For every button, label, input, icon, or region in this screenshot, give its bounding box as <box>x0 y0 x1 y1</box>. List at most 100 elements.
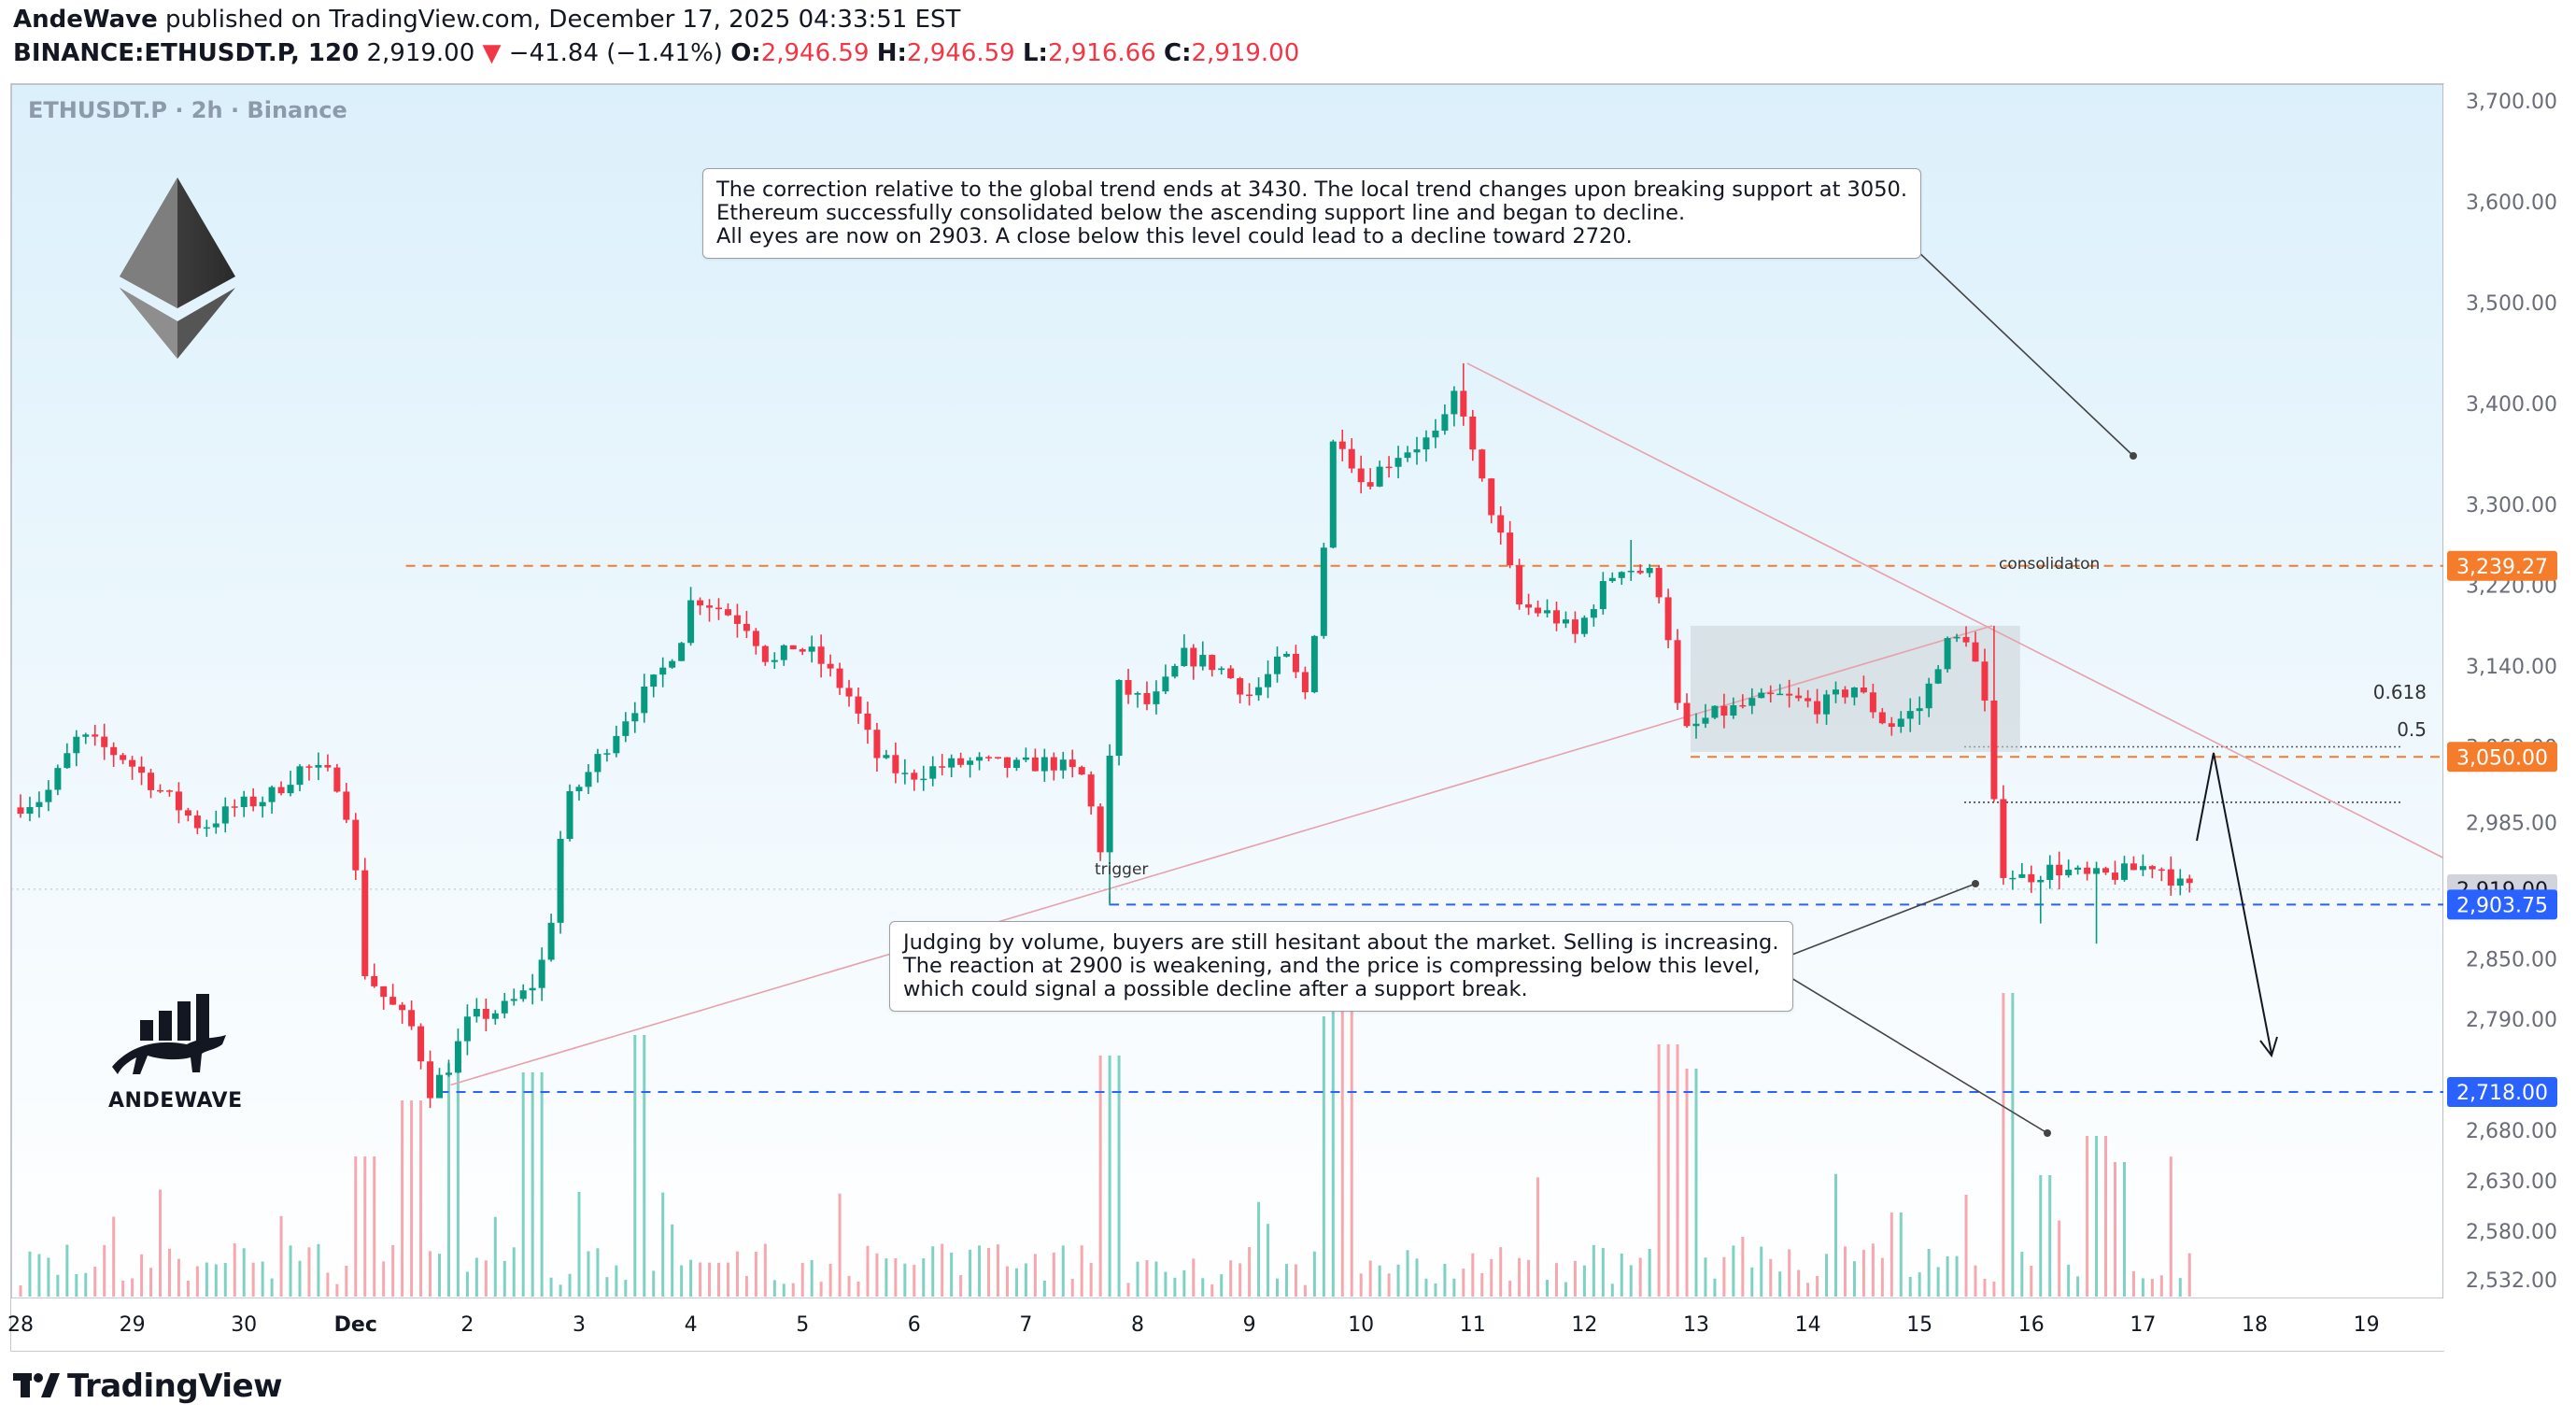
volume-bar <box>1312 1251 1316 1297</box>
symbol-info-bar: BINANCE:ETHUSDT.P, 120 2,919.00 ▼ −41.84… <box>13 39 1299 67</box>
symbol-name[interactable]: BINANCE:ETHUSDT.P, 120 <box>13 39 360 67</box>
volume-bar <box>47 1257 50 1297</box>
volume-bar <box>931 1246 935 1297</box>
candle-body <box>64 753 71 769</box>
candle-body <box>1599 581 1606 610</box>
volume-bar <box>317 1243 320 1297</box>
price-tick-label: 2,532.00 <box>2466 1269 2557 1293</box>
volume-bar <box>856 1281 860 1297</box>
volume-bar <box>838 1193 842 1297</box>
volume-bar <box>1220 1274 1224 1297</box>
volume-bar <box>1331 970 1335 1297</box>
volume-bar <box>1173 1277 1177 1297</box>
price-tick-label: 3,500.00 <box>2466 292 2557 316</box>
candle-body <box>1348 448 1355 469</box>
candle-body <box>1972 642 1979 662</box>
volume-bar <box>2187 1253 2191 1297</box>
candle-body <box>566 791 573 840</box>
volume-bar <box>2011 993 2015 1297</box>
candle-body <box>799 649 806 652</box>
volume-bar <box>1992 1281 1996 1297</box>
candle-body <box>1301 672 1309 693</box>
volume-bar <box>484 1260 488 1297</box>
volume-bar <box>446 1063 450 1297</box>
candle-body <box>408 1010 416 1027</box>
candle-body <box>35 801 43 807</box>
author-name[interactable]: AndeWave <box>13 6 158 34</box>
volume-bar <box>1908 1276 1912 1297</box>
candle-body <box>1916 708 1923 712</box>
volume-bar <box>2030 1265 2033 1297</box>
candle-body <box>380 986 388 998</box>
time-tick-label: 16 <box>2018 1313 2045 1337</box>
volume-bar <box>708 1262 712 1297</box>
volume-bar <box>1210 1283 1214 1297</box>
candle-body <box>1218 668 1225 671</box>
volume-bar <box>233 1243 236 1297</box>
candle-body <box>1711 705 1719 718</box>
time-tick-label: 2 <box>460 1313 474 1337</box>
candle-body <box>706 605 714 608</box>
trigger-label: trigger <box>1095 860 1148 879</box>
volume-bar <box>1760 1246 1763 1297</box>
candles-layer <box>17 362 2193 1109</box>
volume-bar <box>56 1274 60 1297</box>
volume-bar <box>531 1072 534 1297</box>
volume-bar <box>149 1268 153 1297</box>
candle-body <box>1134 692 1141 695</box>
candle-body <box>1282 653 1290 657</box>
volume-bar <box>1852 1261 1856 1297</box>
volume-bar <box>1108 1056 1111 1297</box>
volume-bar <box>279 1215 283 1297</box>
volume-bar <box>131 1278 134 1297</box>
projection-arrowhead-icon <box>2259 1036 2278 1058</box>
candle-body <box>1553 610 1560 624</box>
candle-body <box>1739 704 1747 707</box>
candle-body <box>1730 704 1737 716</box>
published-text: published on TradingView.com, December 1… <box>165 6 961 34</box>
volume-bar <box>1080 1245 1083 1297</box>
volume-bar <box>1238 1263 1242 1297</box>
candle-body <box>529 987 536 991</box>
volume-bar <box>1620 1253 1623 1297</box>
candle-body <box>1897 718 1904 728</box>
candle-body <box>92 734 99 737</box>
tradingview-logo[interactable]: TradingView <box>13 1366 283 1407</box>
volume-bar <box>1946 1255 1949 1297</box>
volume-bar <box>624 1280 628 1297</box>
volume-bar <box>1648 1248 1651 1297</box>
volume-bar <box>1555 1263 1558 1297</box>
analysis-note-top[interactable]: The correction relative to the global tr… <box>702 168 1921 259</box>
candle-body <box>2167 869 2174 886</box>
support-2903-price-label: 2,903.75 <box>2456 894 2548 917</box>
candle-body <box>1618 572 1625 578</box>
volume-bar <box>1871 1243 1875 1297</box>
candle-body <box>771 659 778 662</box>
candle-body <box>1479 449 1486 479</box>
volume-bar <box>1843 1246 1847 1297</box>
consolidation-label: consolidaton <box>1999 555 2100 574</box>
volume-bar <box>2039 1175 2043 1297</box>
volume-bar <box>1117 1056 1121 1297</box>
volume-bar <box>1378 1265 1381 1297</box>
volume-bar <box>1070 1278 1074 1297</box>
candle-body <box>733 615 741 624</box>
volume-bar <box>2020 1252 2024 1297</box>
analysis-note-bottom[interactable]: Judging by volume, buyers are still hesi… <box>889 921 1793 1012</box>
note-connector-dot <box>1972 880 1979 887</box>
volume-bar <box>2058 1220 2061 1297</box>
volume-bar <box>93 1267 97 1297</box>
candle-body <box>2065 870 2073 876</box>
volume-bar <box>1573 1260 1577 1297</box>
candle-body <box>1265 674 1272 688</box>
candle-body <box>2018 873 2026 878</box>
volume-bar <box>1694 1069 1698 1297</box>
volume-bar <box>568 1273 572 1297</box>
candle-body <box>277 787 285 794</box>
volume-bar <box>596 1248 600 1297</box>
volume-bar <box>969 1249 972 1297</box>
volume-bar <box>1666 1044 1670 1297</box>
candle-body <box>873 730 881 759</box>
candle-body <box>995 757 1001 759</box>
